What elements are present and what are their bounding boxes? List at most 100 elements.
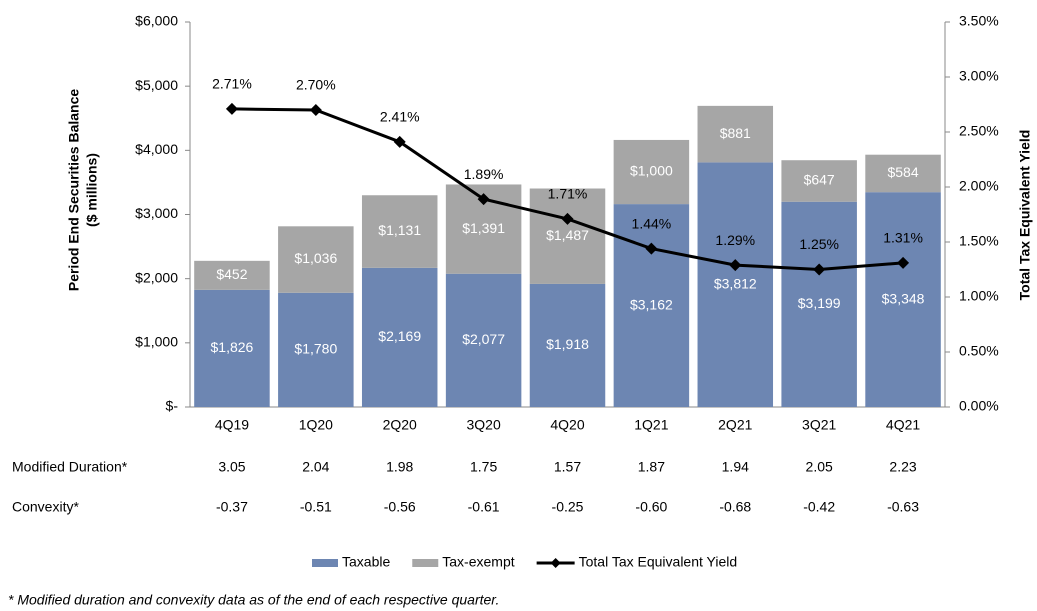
y-tick-label: $1,000	[135, 334, 178, 350]
table-row-label: Modified Duration*	[12, 459, 128, 475]
line-value-label: 1.29%	[715, 232, 755, 248]
x-tick-label: 4Q19	[215, 417, 249, 433]
y2-tick-label: 1.50%	[959, 233, 999, 249]
line-marker	[561, 212, 574, 225]
y-tick-label: $5,000	[135, 77, 178, 93]
bar-value-label: $3,199	[798, 295, 841, 311]
table-cell: 3.05	[218, 459, 245, 475]
y-axis-label: ($ millions)	[84, 153, 100, 227]
y2-axis-label: Total Tax Equivalent Yield	[1017, 130, 1033, 301]
line-marker	[729, 259, 742, 272]
bar-value-label: $3,812	[714, 275, 757, 291]
x-tick-label: 1Q21	[634, 417, 668, 433]
table-cell: 1.94	[722, 459, 749, 475]
table-cell: 2.23	[889, 459, 916, 475]
table-cell: 1.98	[386, 459, 413, 475]
table-cell: -0.60	[635, 499, 667, 515]
bar-value-label: $3,348	[882, 290, 925, 306]
y-tick-label: $-	[166, 398, 179, 414]
bar-value-label: $2,077	[462, 331, 505, 347]
bar	[278, 226, 354, 293]
line-marker	[477, 193, 490, 206]
y2-tick-label: 0.00%	[959, 398, 999, 414]
table-cell: 1.57	[554, 459, 581, 475]
legend-label: Total Tax Equivalent Yield	[579, 554, 738, 570]
y2-tick-label: 3.00%	[959, 68, 999, 84]
line-value-label: 1.44%	[632, 215, 672, 231]
bar	[697, 105, 774, 163]
x-tick-label: 4Q20	[550, 417, 584, 433]
y2-tick-label: 0.50%	[959, 343, 999, 359]
bar	[361, 195, 438, 268]
bar	[697, 162, 774, 407]
bar	[781, 160, 857, 202]
table-cell: -0.63	[887, 499, 919, 515]
bar-value-label: $1,131	[378, 222, 421, 238]
y2-tick-label: 2.50%	[959, 123, 999, 139]
line-value-label: 2.71%	[212, 76, 252, 92]
x-tick-label: 1Q20	[299, 417, 333, 433]
legend-label: Tax-exempt	[442, 554, 514, 570]
bar-value-label: $881	[720, 125, 751, 141]
table-cell: 2.04	[302, 459, 329, 475]
bar	[865, 154, 941, 193]
table-cell: -0.51	[300, 499, 332, 515]
y-tick-label: $4,000	[135, 141, 178, 157]
bar-value-label: $1,391	[462, 220, 505, 236]
y2-tick-label: 3.50%	[959, 13, 999, 29]
bar-value-label: $1,780	[294, 341, 337, 357]
legend-swatch	[412, 559, 439, 567]
bar	[194, 260, 270, 290]
bar-value-label: $2,169	[378, 328, 421, 344]
table-cell: 1.75	[470, 459, 497, 475]
line-marker	[393, 135, 406, 148]
bar-value-label: $452	[216, 266, 247, 282]
bar	[865, 192, 941, 407]
y2-tick-label: 2.00%	[959, 178, 999, 194]
table-cell: -0.37	[216, 499, 248, 515]
table-cell: -0.56	[384, 499, 416, 515]
legend-swatch	[312, 559, 338, 567]
y-axis-label: Period End Securities Balance	[66, 89, 82, 292]
line-value-label: 2.70%	[296, 77, 336, 93]
line-marker	[813, 263, 826, 276]
bar	[194, 289, 270, 407]
bar	[529, 283, 606, 407]
bar	[613, 204, 690, 407]
bar-value-label: $1,000	[630, 163, 673, 179]
bar	[278, 292, 354, 407]
table-row-label: Convexity*	[12, 499, 79, 515]
bar	[613, 139, 690, 205]
line-marker	[309, 104, 322, 116]
table-cell: -0.68	[719, 499, 751, 515]
line-value-label: 1.71%	[548, 186, 588, 202]
table-cell: -0.42	[803, 499, 835, 515]
y-tick-label: $6,000	[135, 13, 178, 29]
line-marker	[897, 256, 910, 269]
line-value-label: 2.41%	[380, 109, 420, 125]
table-cell: -0.25	[552, 499, 584, 515]
table-cell: 1.87	[638, 459, 665, 475]
line-value-label: 1.25%	[799, 236, 839, 252]
bar	[361, 267, 438, 407]
line-marker	[645, 242, 658, 255]
y2-tick-label: 1.00%	[959, 288, 999, 304]
bar-value-label: $1,826	[211, 339, 254, 355]
footnote: * Modified duration and convexity data a…	[8, 592, 499, 608]
bar-value-label: $1,918	[546, 336, 589, 352]
table-cell: 2.05	[806, 459, 833, 475]
table-cell: -0.61	[468, 499, 500, 515]
bar	[529, 188, 606, 284]
bar-value-label: $647	[804, 172, 835, 188]
bar	[781, 201, 857, 407]
x-tick-label: 3Q20	[466, 417, 500, 433]
line-value-label: 1.89%	[464, 166, 504, 182]
bar-value-label: $1,487	[546, 227, 589, 243]
bar-value-label: $584	[887, 164, 918, 180]
bar	[445, 273, 522, 407]
x-tick-label: 2Q20	[383, 417, 417, 433]
bar-value-label: $1,036	[294, 250, 337, 266]
legend-swatch	[550, 558, 561, 568]
bar-value-label: $3,162	[630, 296, 673, 312]
